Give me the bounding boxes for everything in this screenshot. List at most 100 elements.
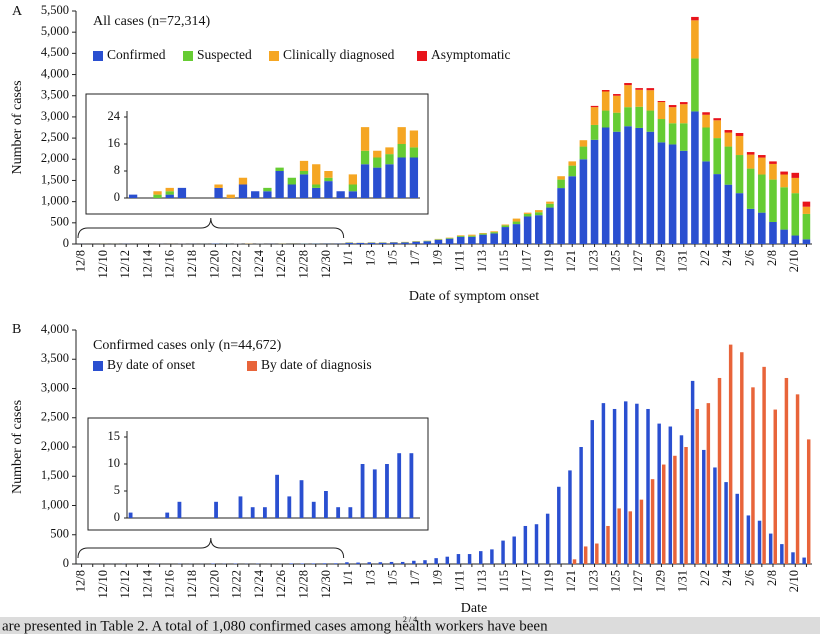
bar bbox=[702, 449, 706, 564]
x-tick-label: 1/5 bbox=[386, 250, 400, 266]
x-tick-label: 1/23 bbox=[586, 250, 600, 272]
bar bbox=[479, 234, 487, 244]
bar bbox=[802, 213, 811, 240]
bar bbox=[679, 435, 684, 564]
inset-y-tick-label: 10 bbox=[108, 456, 121, 470]
bar bbox=[746, 154, 755, 169]
bar bbox=[713, 120, 722, 139]
bar bbox=[153, 194, 162, 198]
bar bbox=[165, 194, 174, 198]
bar bbox=[345, 242, 354, 244]
bar bbox=[165, 191, 174, 195]
bar bbox=[606, 525, 610, 564]
x-tick-label: 2/2 bbox=[698, 250, 712, 266]
bar bbox=[646, 88, 655, 91]
bar bbox=[635, 88, 643, 90]
legend-swatch bbox=[269, 51, 279, 61]
inset-y-tick-label: 24 bbox=[108, 109, 121, 123]
bar bbox=[445, 556, 450, 564]
bar bbox=[501, 227, 510, 244]
bar bbox=[397, 144, 406, 158]
bar bbox=[468, 234, 476, 236]
x-tick-label: 1/5 bbox=[386, 570, 400, 586]
bar bbox=[735, 493, 739, 564]
bar bbox=[434, 239, 443, 244]
inset-y-tick-label: 8 bbox=[114, 163, 120, 177]
bar bbox=[456, 554, 461, 564]
bar bbox=[646, 408, 650, 564]
bar bbox=[360, 164, 370, 198]
bar bbox=[512, 536, 516, 564]
bar bbox=[724, 146, 733, 185]
x-tick-label: 2/8 bbox=[765, 250, 779, 266]
bar bbox=[791, 193, 800, 236]
bar bbox=[348, 184, 358, 192]
bar bbox=[713, 467, 717, 564]
x-tick-label: 12/20 bbox=[207, 250, 221, 278]
bar bbox=[378, 562, 383, 564]
bar bbox=[802, 557, 806, 564]
bar bbox=[501, 540, 505, 564]
x-tick-label: 12/12 bbox=[118, 570, 132, 598]
bar bbox=[657, 142, 666, 244]
bar bbox=[713, 118, 722, 121]
bar bbox=[456, 235, 465, 236]
bar bbox=[691, 58, 699, 112]
bar bbox=[263, 187, 272, 192]
bar bbox=[300, 563, 305, 564]
x-tick-label: 12/22 bbox=[230, 570, 244, 598]
bar bbox=[557, 486, 561, 564]
bar bbox=[579, 140, 588, 147]
bar bbox=[214, 501, 218, 518]
bar bbox=[758, 212, 766, 244]
bar bbox=[468, 235, 476, 237]
chart-title: All cases (n=72,314) bbox=[93, 14, 210, 29]
bar bbox=[706, 403, 711, 564]
x-tick-label: 2/2 bbox=[698, 570, 712, 586]
inset-y-tick-label: 0 bbox=[114, 510, 120, 524]
y-tick-label: 1,500 bbox=[41, 468, 69, 482]
bar bbox=[802, 206, 811, 214]
bar bbox=[334, 563, 338, 564]
bar bbox=[713, 174, 722, 244]
bar bbox=[568, 470, 572, 564]
bar bbox=[523, 212, 532, 214]
bar bbox=[412, 241, 420, 244]
bar bbox=[501, 224, 510, 226]
bar bbox=[780, 187, 788, 230]
bar bbox=[238, 184, 248, 198]
bar bbox=[590, 420, 594, 564]
x-tick-label: 12/14 bbox=[140, 569, 154, 598]
bar bbox=[690, 380, 695, 564]
inset-y-tick-label: 15 bbox=[108, 429, 121, 443]
y-tick-label: 2,000 bbox=[41, 439, 69, 453]
footer-text: are presented in Table 2. A total of 1,0… bbox=[2, 618, 548, 634]
x-tick-label: 12/20 bbox=[207, 570, 221, 598]
bar bbox=[546, 207, 554, 244]
bar bbox=[695, 408, 699, 564]
bar bbox=[657, 101, 666, 103]
x-tick-label: 1/25 bbox=[609, 250, 623, 272]
bar bbox=[806, 439, 811, 564]
x-tick-label: 1/23 bbox=[586, 570, 600, 592]
bar bbox=[713, 138, 722, 175]
bar bbox=[635, 127, 643, 244]
bar bbox=[757, 520, 762, 564]
bar bbox=[385, 154, 394, 165]
bar bbox=[423, 560, 427, 564]
x-tick-label: 2/4 bbox=[720, 569, 734, 586]
bar bbox=[583, 546, 588, 564]
x-tick-label: 1/15 bbox=[497, 250, 511, 272]
y-tick-label: 0 bbox=[63, 556, 69, 570]
bar bbox=[791, 235, 800, 244]
bar bbox=[299, 160, 309, 171]
bar bbox=[523, 525, 528, 564]
x-tick-label: 12/12 bbox=[118, 250, 132, 278]
bar bbox=[153, 191, 162, 195]
bar bbox=[360, 127, 370, 151]
bar bbox=[679, 150, 688, 244]
bar bbox=[691, 20, 699, 59]
bar bbox=[372, 469, 377, 518]
bar bbox=[490, 231, 498, 233]
bar bbox=[769, 161, 777, 164]
